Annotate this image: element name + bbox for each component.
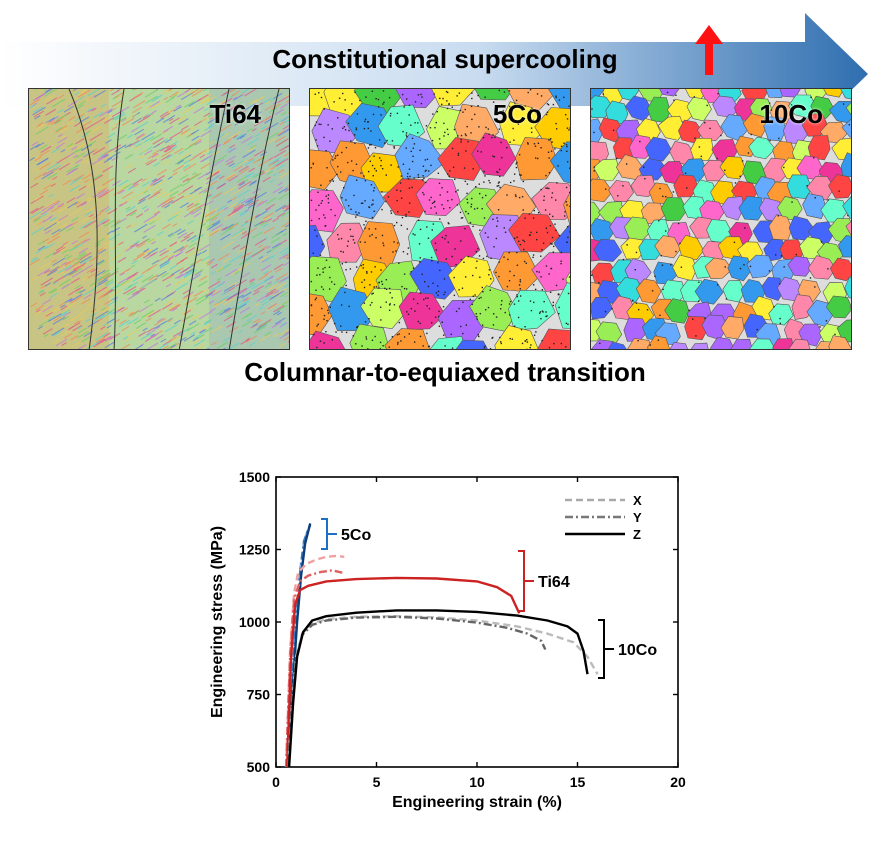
y-tick-label: 1250 xyxy=(239,542,270,558)
series-10co-z xyxy=(287,609,589,768)
red-up-arrow-icon xyxy=(695,25,723,75)
panel-10co: 10Co xyxy=(590,88,852,350)
legend-label-x: X xyxy=(633,493,642,508)
x-tick-label: 5 xyxy=(373,774,381,790)
y-tick-label: 750 xyxy=(247,687,271,703)
y-tick-label: 500 xyxy=(247,759,271,775)
panel-label-10co: 10Co xyxy=(759,99,823,129)
y-axis-title: Engineering stress (MPa) xyxy=(209,526,226,718)
ebsd-map-5co xyxy=(310,89,570,349)
bracket-ti64-label: Ti64 xyxy=(538,574,570,591)
panel-ti64: Ti64 xyxy=(28,88,290,350)
bracket-ti64: Ti64 xyxy=(518,550,570,612)
x-tick-label: 20 xyxy=(670,774,686,790)
transition-caption: Columnar-to-equiaxed transition xyxy=(244,357,646,387)
panel-label-ti64: Ti64 xyxy=(209,99,261,129)
bracket-10co: 10Co xyxy=(598,619,657,679)
bracket-5co-label: 5Co xyxy=(341,527,371,544)
panel-5co: 5Co xyxy=(309,88,571,350)
bracket-10co-label: 10Co xyxy=(618,642,657,659)
x-tick-label: 0 xyxy=(272,774,280,790)
y-tick-label: 1000 xyxy=(239,614,270,630)
series-ti64-z xyxy=(285,576,521,768)
x-tick-label: 15 xyxy=(570,774,586,790)
legend-label-z: Z xyxy=(633,527,641,542)
bracket-5co: 5Co xyxy=(321,518,371,550)
plot-frame xyxy=(275,476,679,768)
series-10co-x xyxy=(286,615,599,768)
x-tick-label: 10 xyxy=(469,774,485,790)
ebsd-map-10co xyxy=(591,89,851,349)
x-axis-title: Engineering strain (%) xyxy=(392,794,562,811)
banner-title: Constitutional supercooling xyxy=(272,44,618,74)
legend-label-y: Y xyxy=(633,510,642,525)
panel-label-5co: 5Co xyxy=(492,99,542,129)
y-tick-label: 1500 xyxy=(239,469,270,485)
ebsd-map-ti64 xyxy=(29,89,289,349)
series-10co-y xyxy=(286,615,547,768)
